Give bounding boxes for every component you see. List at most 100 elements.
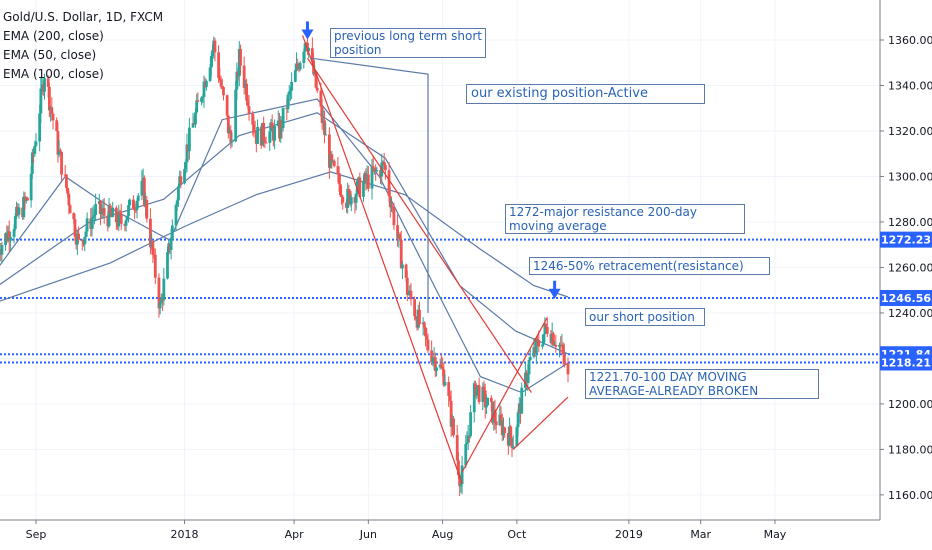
- candle-body: [80, 239, 84, 241]
- candle-body: [246, 100, 250, 107]
- position-connector-line: [311, 57, 429, 313]
- y-tick-label: 1260.00: [888, 261, 932, 274]
- candle-body: [174, 204, 178, 226]
- candle-body: [175, 200, 179, 205]
- candle-body: [56, 131, 60, 155]
- candle-body: [66, 187, 70, 194]
- candle-body: [551, 333, 555, 345]
- candle-body: [298, 63, 302, 70]
- candle-body: [433, 357, 437, 371]
- candle-body: [131, 199, 135, 210]
- candle-body: [68, 205, 72, 214]
- candle-body: [47, 86, 51, 111]
- y-tick-label: 1300.00: [888, 170, 932, 183]
- x-tick-label: 2019: [615, 528, 643, 541]
- candle-body: [124, 220, 128, 226]
- candle-body: [149, 218, 152, 248]
- candle-body: [7, 231, 11, 241]
- candle-body: [387, 170, 391, 197]
- candle-body: [418, 309, 421, 325]
- trend-lines[interactable]: [302, 35, 569, 484]
- candle-body: [273, 126, 277, 141]
- candle-body: [460, 465, 464, 485]
- candle-body: [477, 385, 481, 403]
- candle-body: [169, 239, 173, 250]
- candle-body: [486, 397, 490, 406]
- candle-body: [245, 83, 249, 101]
- candle-body: [12, 229, 16, 238]
- candle-body: [30, 152, 34, 174]
- candle-body: [447, 382, 451, 396]
- annotation-previous-short[interactable]: previous long term short position: [330, 28, 486, 58]
- candle-body: [55, 120, 59, 132]
- candle-body: [209, 55, 213, 68]
- candle-body: [399, 239, 403, 269]
- candle-body: [315, 87, 319, 91]
- candle-body: [430, 350, 434, 363]
- candle-body: [493, 409, 497, 422]
- candle-body: [239, 48, 242, 66]
- candle-body: [439, 364, 443, 368]
- y-tick-label: 1360.00: [888, 34, 932, 47]
- price-badge: [880, 354, 932, 371]
- candle-body: [499, 414, 503, 421]
- candle-body: [184, 162, 188, 170]
- candle-body: [319, 90, 323, 107]
- candle-body: [362, 182, 365, 197]
- candle-body: [205, 80, 208, 87]
- legend-ema100[interactable]: EMA (100, close): [3, 67, 104, 81]
- annotation-existing-position[interactable]: our existing position-Active: [466, 84, 705, 104]
- y-tick-label: 1180.00: [888, 443, 932, 456]
- candle-body: [100, 212, 104, 215]
- ema-lines: [0, 98, 569, 394]
- candle-body: [158, 302, 162, 309]
- x-tick-label: Mar: [690, 528, 711, 541]
- candle-body: [452, 418, 455, 436]
- candle-body: [111, 207, 115, 217]
- candle-body: [268, 131, 272, 143]
- candle-body: [375, 170, 379, 172]
- candle-body: [383, 164, 387, 171]
- candle-body: [485, 405, 488, 408]
- candle-body: [324, 134, 328, 136]
- candle-body: [170, 225, 174, 240]
- annotation-100day-ma[interactable]: 1221.70-100 DAY MOVING AVERAGE-ALREADY B…: [585, 369, 819, 399]
- candle-body: [459, 484, 463, 487]
- legend-ema50[interactable]: EMA (50, close): [3, 48, 97, 62]
- trend-line: [302, 35, 463, 484]
- annotation-resistance-1272[interactable]: 1272-major resistance 200-day moving ave…: [505, 204, 745, 234]
- annotation-retracement-1246[interactable]: 1246-50% retracement(resistance): [529, 257, 770, 275]
- x-tick-label: Jun: [359, 528, 377, 541]
- candle-body: [26, 197, 29, 201]
- candle-body: [226, 115, 230, 134]
- x-tick-label: Apr: [285, 528, 305, 541]
- candle-body: [464, 443, 468, 466]
- x-tick-label: Aug: [432, 528, 453, 541]
- candle-body: [84, 231, 88, 237]
- candle-body: [270, 122, 274, 129]
- candle-body: [83, 236, 87, 245]
- candle-body: [323, 120, 326, 136]
- candle-body: [187, 127, 191, 152]
- chart-legend[interactable]: Gold/U.S. Dollar, 1D, FXCM EMA (200, clo…: [3, 8, 163, 84]
- candle-body: [290, 81, 294, 91]
- candle-body: [536, 339, 539, 341]
- legend-ema200[interactable]: EMA (200, close): [3, 29, 104, 43]
- candle-body: [314, 71, 318, 88]
- y-tick-label: 1280.00: [888, 216, 932, 229]
- candle-body: [77, 233, 81, 240]
- candle-body: [157, 277, 161, 309]
- candle-body: [17, 207, 21, 215]
- symbol-title[interactable]: Gold/U.S. Dollar, 1D, FXCM: [3, 10, 164, 24]
- candle-body: [135, 200, 139, 210]
- candle-body: [94, 204, 98, 215]
- arrow-down-icon: [548, 288, 561, 299]
- candle-body: [392, 208, 396, 226]
- candle-body: [330, 154, 334, 162]
- candle-body: [67, 193, 71, 206]
- annotation-short-position[interactable]: our short position: [585, 308, 705, 326]
- candle-body: [332, 160, 336, 167]
- candle-body: [200, 97, 203, 102]
- price-badge: [880, 231, 932, 248]
- price-badge-label: 1218.21: [881, 356, 931, 369]
